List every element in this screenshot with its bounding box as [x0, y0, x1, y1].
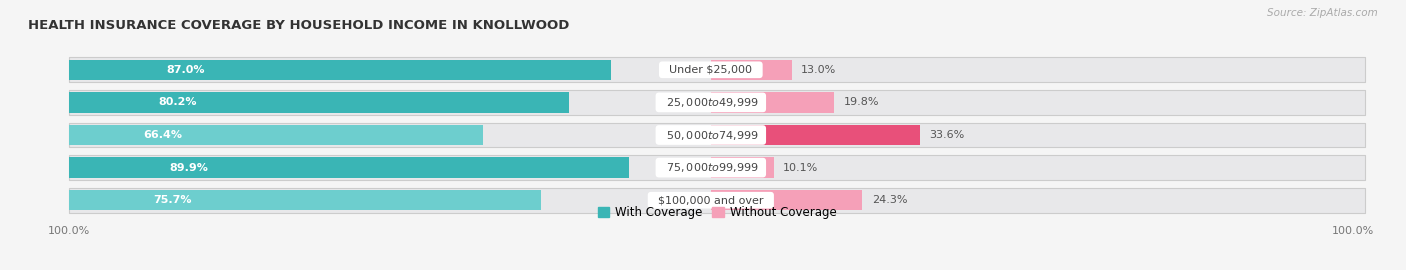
Bar — [69, 125, 482, 145]
Text: 33.6%: 33.6% — [929, 130, 965, 140]
Bar — [69, 60, 612, 80]
Text: 87.0%: 87.0% — [166, 65, 205, 75]
Text: $50,000 to $74,999: $50,000 to $74,999 — [659, 129, 762, 141]
Text: 24.3%: 24.3% — [872, 195, 907, 205]
Text: 66.4%: 66.4% — [143, 130, 183, 140]
Bar — [711, 60, 792, 80]
Text: Under $25,000: Under $25,000 — [662, 65, 759, 75]
Text: HEALTH INSURANCE COVERAGE BY HOUSEHOLD INCOME IN KNOLLWOOD: HEALTH INSURANCE COVERAGE BY HOUSEHOLD I… — [28, 19, 569, 32]
Bar — [69, 92, 568, 113]
Bar — [69, 90, 1365, 115]
Text: 80.2%: 80.2% — [159, 97, 197, 107]
Text: 19.8%: 19.8% — [844, 97, 879, 107]
Text: 10.1%: 10.1% — [783, 163, 818, 173]
Bar — [711, 157, 773, 178]
Bar — [69, 157, 628, 178]
Bar — [711, 125, 921, 145]
Bar — [69, 58, 1365, 82]
Text: Source: ZipAtlas.com: Source: ZipAtlas.com — [1267, 8, 1378, 18]
Text: 89.9%: 89.9% — [170, 163, 208, 173]
Bar — [69, 188, 1365, 212]
Bar — [711, 92, 834, 113]
Legend: With Coverage, Without Coverage: With Coverage, Without Coverage — [593, 202, 841, 224]
Bar — [69, 190, 541, 210]
Bar — [69, 123, 1365, 147]
Text: 75.7%: 75.7% — [153, 195, 193, 205]
Text: $100,000 and over: $100,000 and over — [651, 195, 770, 205]
Text: $25,000 to $49,999: $25,000 to $49,999 — [659, 96, 762, 109]
Text: $75,000 to $99,999: $75,000 to $99,999 — [659, 161, 762, 174]
Bar — [69, 155, 1365, 180]
Text: 13.0%: 13.0% — [801, 65, 837, 75]
Bar — [711, 190, 862, 210]
